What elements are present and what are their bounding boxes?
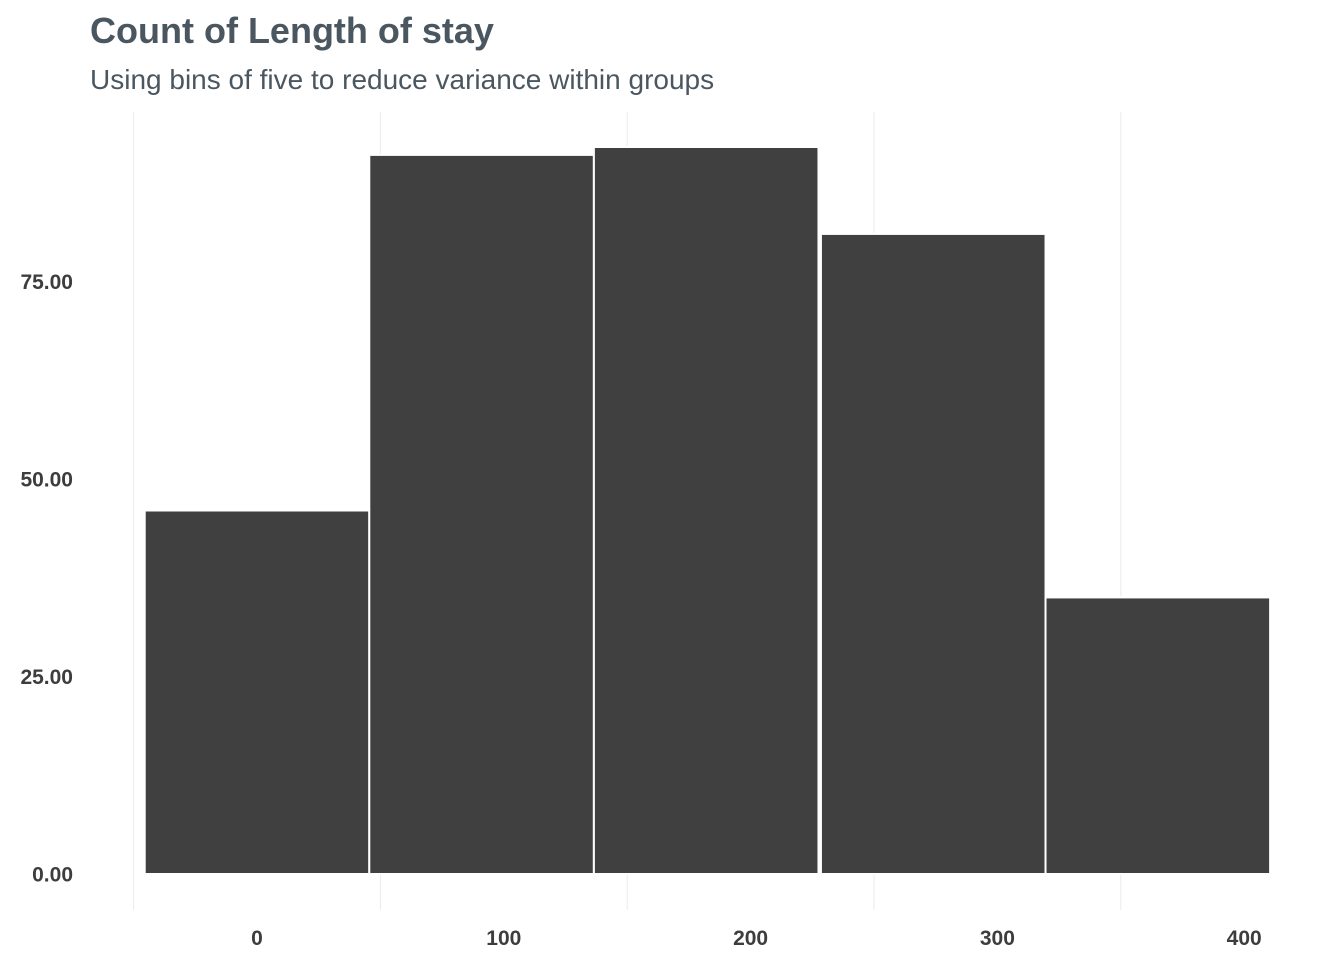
y-axis-ticks: 0.00 25.00 50.00 75.00 <box>20 271 73 887</box>
y-tick-label: 0.00 <box>32 864 73 887</box>
bar-2 <box>592 146 820 875</box>
y-tick-label: 25.00 <box>20 666 73 689</box>
chart-subtitle: Using bins of five to reduce variance wi… <box>90 64 715 95</box>
bar-0 <box>143 509 371 875</box>
bar-3 <box>819 232 1047 876</box>
histogram-bars <box>143 146 1272 876</box>
y-tick-label: 75.00 <box>20 271 73 294</box>
x-tick-label: 300 <box>980 927 1015 950</box>
bar-4 <box>1044 596 1272 875</box>
x-tick-label: 400 <box>1227 927 1262 950</box>
x-tick-label: 0 <box>251 927 263 950</box>
x-axis-ticks: 0 100 200 300 400 <box>251 927 1262 950</box>
bar-1 <box>368 153 595 876</box>
y-tick-label: 50.00 <box>20 468 73 491</box>
x-tick-label: 100 <box>486 927 521 950</box>
chart-title: Count of Length of stay <box>90 10 494 51</box>
x-tick-label: 200 <box>733 927 768 950</box>
